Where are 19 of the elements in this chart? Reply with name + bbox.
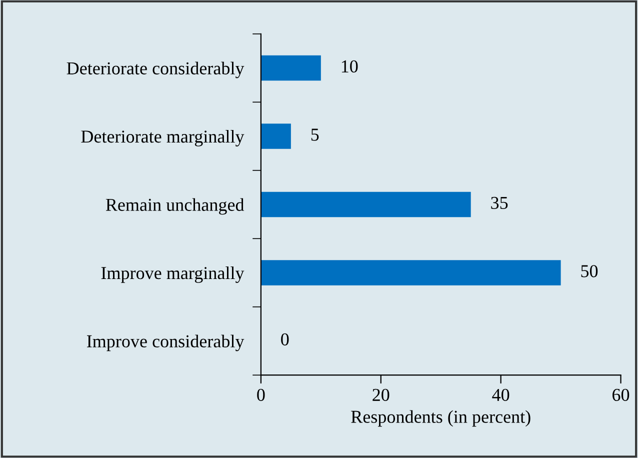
x-tick-label: 60 bbox=[612, 388, 630, 402]
x-axis-title: Respondents (in percent) bbox=[351, 410, 530, 427]
y-tick-label: Deteriorate marginally bbox=[81, 130, 244, 146]
bar bbox=[260, 192, 471, 218]
y-tick-label: Deteriorate considerably bbox=[66, 62, 244, 78]
bar bbox=[260, 55, 321, 81]
y-tick-label: Improve marginally bbox=[101, 266, 244, 283]
data-label: 50 bbox=[581, 265, 598, 278]
data-label: 35 bbox=[491, 196, 508, 210]
bar bbox=[260, 260, 561, 286]
data-label: 0 bbox=[281, 333, 289, 346]
x-tick-label: 40 bbox=[492, 388, 510, 402]
data-label: 5 bbox=[311, 128, 319, 141]
y-tick-label: Remain unchanged bbox=[106, 198, 244, 215]
y-tick-label: Improve considerably bbox=[86, 334, 244, 352]
x-tick-label: 20 bbox=[372, 388, 390, 402]
x-tick-label: 0 bbox=[257, 388, 265, 402]
bar bbox=[260, 124, 291, 149]
data-label: 10 bbox=[342, 60, 358, 73]
